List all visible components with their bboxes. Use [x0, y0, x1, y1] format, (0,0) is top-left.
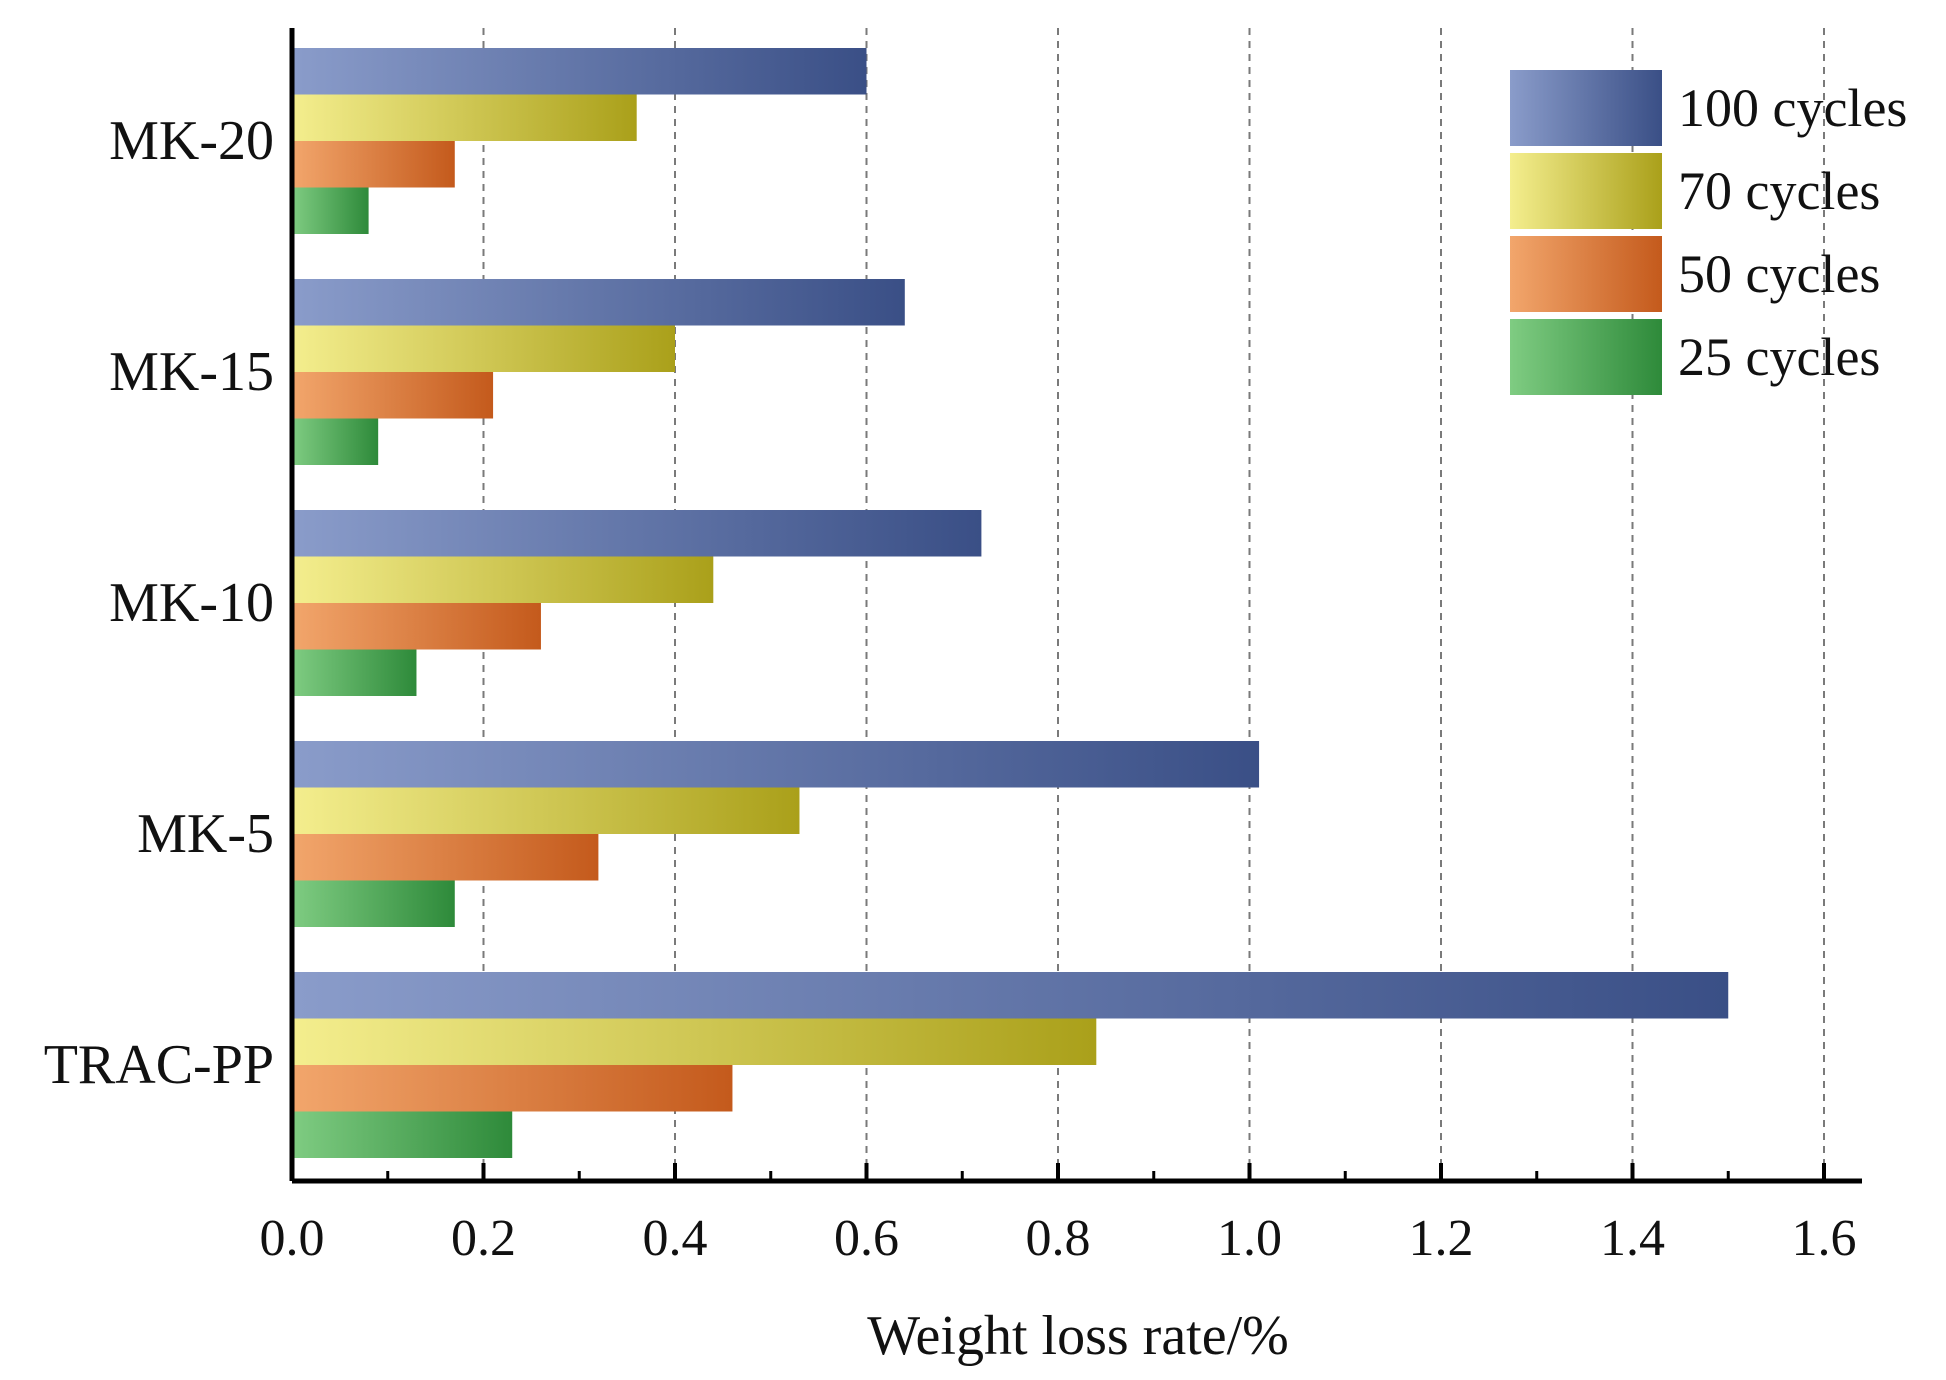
y-category-labels: MK-20 MK-15 MK-10 MK-5 TRAC-PP [44, 110, 274, 1096]
y-category-label: MK-10 [109, 572, 274, 634]
bar-trac-pp-100-cycles [292, 972, 1729, 1019]
x-tick-label: 1.4 [1600, 1210, 1665, 1267]
x-tick-label: 1.2 [1409, 1210, 1474, 1267]
y-category-label: MK-5 [137, 803, 274, 865]
bar-mk-10-25-cycles [292, 649, 417, 696]
bar-mk-5-50-cycles [292, 834, 599, 881]
bar-mk-20-100-cycles [292, 48, 867, 95]
legend: 100 cycles 70 cycles 50 cycles 25 cycles [1510, 70, 1907, 395]
y-category-label: MK-15 [109, 341, 274, 403]
bar-trac-pp-25-cycles [292, 1111, 513, 1158]
legend-swatch [1510, 236, 1662, 312]
bar-trac-pp-70-cycles [292, 1018, 1097, 1065]
x-tick-label: 0.8 [1026, 1210, 1091, 1267]
bar-mk-10-100-cycles [292, 510, 982, 557]
legend-label: 50 cycles [1678, 244, 1880, 304]
y-category-label: MK-20 [109, 110, 274, 172]
legend-label: 100 cycles [1678, 78, 1907, 138]
bar-mk-10-70-cycles [292, 556, 714, 603]
x-tick-label: 0.6 [834, 1210, 899, 1267]
bar-mk-20-50-cycles [292, 141, 455, 188]
bars [292, 48, 1729, 1158]
bar-mk-20-25-cycles [292, 187, 369, 234]
bar-mk-5-25-cycles [292, 880, 455, 927]
bar-mk-20-70-cycles [292, 94, 637, 141]
bar-mk-10-50-cycles [292, 603, 541, 650]
bar-trac-pp-50-cycles [292, 1065, 733, 1112]
x-tick-label: 0.4 [643, 1210, 708, 1267]
x-axis-label: Weight loss rate/% [867, 1305, 1289, 1367]
legend-swatch [1510, 319, 1662, 395]
bar-mk-5-100-cycles [292, 741, 1260, 788]
bar-mk-15-100-cycles [292, 279, 905, 326]
legend-label: 70 cycles [1678, 161, 1880, 221]
x-tick-label: 0.2 [451, 1210, 516, 1267]
x-tick-label: 1.0 [1217, 1210, 1282, 1267]
y-category-label: TRAC-PP [44, 1034, 274, 1096]
x-tick-label: 1.6 [1792, 1210, 1857, 1267]
bar-mk-15-70-cycles [292, 325, 675, 372]
legend-swatch [1510, 153, 1662, 229]
axes [289, 28, 1862, 1184]
bar-mk-5-70-cycles [292, 787, 800, 834]
bar-mk-15-50-cycles [292, 372, 494, 419]
bar-mk-15-25-cycles [292, 418, 379, 465]
x-tick-labels: 0.0 0.2 0.4 0.6 0.8 1.0 1.2 1.4 1.6 [260, 1210, 1857, 1267]
x-tick-label: 0.0 [260, 1210, 325, 1267]
legend-swatch [1510, 70, 1662, 146]
legend-label: 25 cycles [1678, 327, 1880, 387]
